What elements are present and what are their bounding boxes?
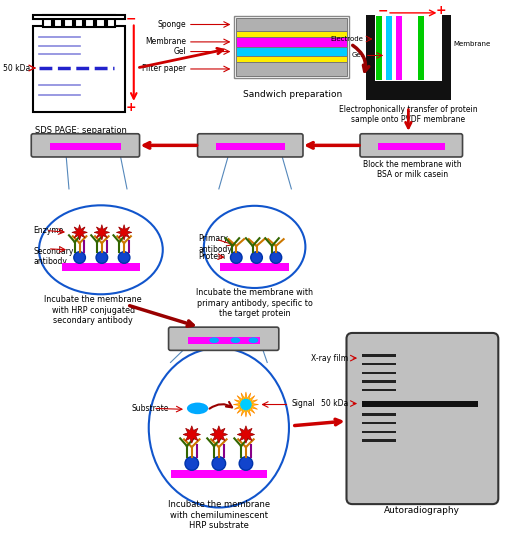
Circle shape [212, 457, 226, 470]
Text: Electrophonically transfer of protein
sample onto PVDF membrane: Electrophonically transfer of protein sa… [339, 105, 478, 124]
Bar [362, 422, 396, 424]
Bar [418, 16, 424, 80]
Circle shape [240, 399, 252, 410]
FancyBboxPatch shape [198, 134, 303, 157]
Bar [236, 47, 347, 56]
Text: Substrate: Substrate [132, 404, 169, 413]
Text: Incubate the membrane
with HRP conjugated
secondary antibody: Incubate the membrane with HRP conjugate… [44, 295, 142, 325]
Circle shape [96, 252, 108, 263]
Ellipse shape [149, 348, 289, 507]
FancyBboxPatch shape [31, 134, 139, 157]
Bar [188, 337, 260, 344]
Text: Block the membrane with
BSA or milk casein: Block the membrane with BSA or milk case… [363, 160, 462, 179]
Text: Electrode: Electrode [330, 36, 363, 42]
Polygon shape [237, 426, 255, 443]
Polygon shape [72, 225, 87, 240]
Bar [236, 56, 347, 62]
Bar [64, 15, 73, 28]
FancyBboxPatch shape [360, 134, 462, 157]
Bar [362, 401, 478, 407]
Text: Membrane: Membrane [454, 41, 491, 47]
Bar [362, 439, 396, 442]
Ellipse shape [187, 403, 208, 414]
Bar [362, 431, 396, 433]
Bar [376, 16, 382, 80]
Bar [378, 143, 445, 150]
Text: Enzyme: Enzyme [33, 226, 63, 235]
Circle shape [239, 457, 253, 470]
Text: Gel: Gel [352, 52, 363, 58]
Text: Autoradiography: Autoradiography [384, 506, 460, 515]
Text: 50 kDa: 50 kDa [321, 399, 348, 408]
Text: 50 kDa: 50 kDa [3, 63, 30, 72]
Bar [362, 413, 396, 415]
Bar [366, 81, 451, 100]
Bar [107, 15, 115, 28]
Text: Gel: Gel [173, 47, 186, 56]
Bar [216, 143, 285, 150]
Circle shape [251, 252, 263, 263]
Ellipse shape [230, 337, 240, 343]
Polygon shape [233, 392, 258, 417]
Bar [50, 143, 121, 150]
Circle shape [118, 252, 130, 263]
Bar [171, 470, 267, 478]
Ellipse shape [204, 206, 305, 288]
Bar [33, 27, 125, 111]
Polygon shape [116, 225, 132, 240]
Circle shape [74, 252, 85, 263]
Bar [362, 380, 396, 382]
Circle shape [270, 252, 282, 263]
Polygon shape [94, 225, 110, 240]
Text: −: − [126, 12, 136, 25]
Text: Protein: Protein [199, 252, 226, 261]
Bar [236, 62, 347, 76]
Text: Primary
antibody: Primary antibody [199, 234, 232, 254]
Ellipse shape [39, 206, 163, 294]
Bar [75, 15, 84, 28]
Bar [386, 16, 392, 80]
Bar [33, 15, 125, 19]
Text: Filter paper: Filter paper [142, 64, 186, 74]
FancyBboxPatch shape [346, 333, 498, 504]
Circle shape [185, 457, 199, 470]
Bar [396, 16, 401, 80]
Polygon shape [210, 426, 228, 443]
Bar [220, 263, 290, 271]
Bar [236, 18, 347, 31]
Bar [236, 31, 347, 37]
FancyBboxPatch shape [168, 327, 279, 351]
Bar [235, 16, 349, 78]
Bar [442, 15, 451, 100]
Text: X-ray film: X-ray film [311, 354, 348, 362]
Text: Sponge: Sponge [158, 20, 186, 29]
Bar [96, 15, 105, 28]
Text: −: − [378, 4, 388, 17]
Text: Sandwich preparation: Sandwich preparation [243, 90, 342, 99]
Bar [374, 15, 442, 81]
Text: Membrane: Membrane [145, 37, 186, 47]
Text: +: + [125, 101, 136, 114]
Ellipse shape [209, 337, 219, 343]
Text: SDS PAGE: separation
of protein sample: SDS PAGE: separation of protein sample [35, 126, 127, 146]
Bar [85, 15, 94, 28]
Bar [54, 15, 62, 28]
Ellipse shape [249, 337, 258, 343]
Text: Signal: Signal [291, 399, 315, 408]
Circle shape [230, 252, 242, 263]
Text: +: + [436, 4, 447, 17]
Bar [362, 389, 396, 392]
Bar [236, 37, 347, 47]
Bar [43, 15, 51, 28]
Bar [362, 372, 396, 374]
Bar [366, 15, 374, 100]
Text: Secondary
antibody: Secondary antibody [33, 247, 73, 266]
Polygon shape [183, 426, 201, 443]
Text: Incubate the membrane with
primary antibody, specific to
the target protein: Incubate the membrane with primary antib… [196, 288, 313, 318]
Bar [62, 263, 139, 271]
Bar [362, 354, 396, 357]
Text: Incubate the membrane
with chemiluminescent
HRP substrate: Incubate the membrane with chemiluminesc… [168, 500, 270, 530]
Bar [362, 363, 396, 365]
